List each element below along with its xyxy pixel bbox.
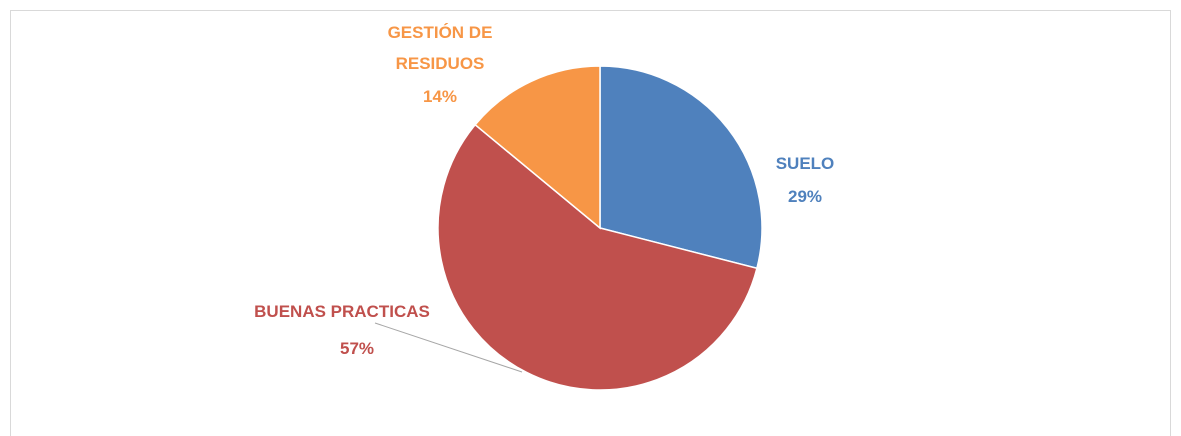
pie-slice xyxy=(474,65,601,230)
chart-border xyxy=(10,10,1171,436)
slice-label: BUENAS PRACTICAS xyxy=(254,302,430,321)
slice-value-label: 14% xyxy=(422,87,458,106)
pie-slice xyxy=(599,65,763,270)
slice-label: SUELO xyxy=(775,154,835,173)
slice-label: GESTIÓN DE RESIDUOS xyxy=(387,23,493,73)
leader-line xyxy=(374,322,523,373)
slice-value-label: 57% xyxy=(339,339,375,358)
slice-value-label: 29% xyxy=(787,187,823,206)
pie-slice xyxy=(437,123,758,391)
